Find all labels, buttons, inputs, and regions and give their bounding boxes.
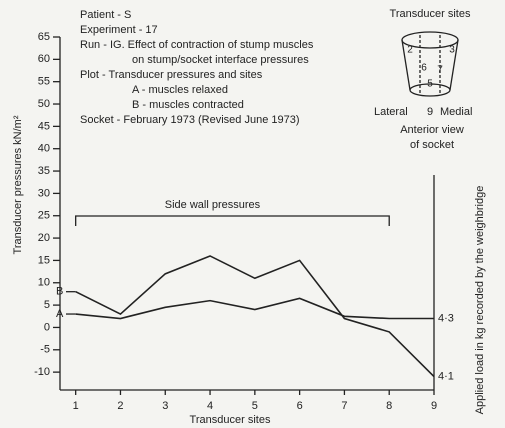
y-tick-label: 45 (38, 120, 50, 132)
series-label: A (56, 308, 64, 320)
y-tick-label: 55 (38, 76, 50, 88)
y-tick-label: 50 (38, 98, 50, 110)
y-tick-label: 60 (38, 53, 50, 65)
x-tick-label: 7 (341, 400, 347, 412)
x-tick-label: 9 (431, 400, 437, 412)
x-tick-label: 6 (297, 400, 303, 412)
y-tick-label: 35 (38, 165, 50, 177)
x-tick-label: 4 (207, 400, 213, 412)
y-tick-label: 15 (38, 254, 50, 266)
load-label: 4·1 (438, 371, 454, 383)
series-line (75, 255, 435, 378)
inset-caption: of socket (410, 139, 454, 151)
inset-title: Transducer sites (390, 8, 471, 20)
note: Run - IG. Effect of contraction of stump… (80, 39, 314, 51)
note: on stump/socket interface pressures (132, 54, 309, 66)
inset-digit: 9 (427, 106, 433, 118)
y-tick-label: 40 (38, 143, 50, 155)
x-tick-label: 8 (386, 400, 392, 412)
inset-digit: 7 (437, 65, 443, 76)
y-tick-label: 0 (44, 321, 50, 333)
note: Plot - Transducer pressures and sites (80, 69, 263, 81)
inset-digit: 5 (427, 79, 433, 90)
y-tick-label: 10 (38, 277, 50, 289)
y-tick-label: -10 (34, 366, 50, 378)
note: Socket - February 1973 (Revised June 197… (80, 114, 300, 126)
x-tick-label: 2 (117, 400, 123, 412)
x-tick-label: 5 (252, 400, 258, 412)
bracket (75, 215, 390, 226)
note: Experiment - 17 (80, 24, 158, 36)
x-axis-label: Transducer sites (190, 414, 271, 426)
y-tick-label: 5 (44, 299, 50, 311)
inset-digit: 3 (449, 45, 455, 56)
inset-digit: 6 (421, 63, 427, 74)
y-tick-label: 65 (38, 31, 50, 43)
y-tick-label: 20 (38, 232, 50, 244)
series-line (75, 297, 434, 320)
inset-digit: 2 (407, 45, 413, 56)
inset-drawing (401, 31, 459, 97)
x-tick-label: 1 (73, 400, 79, 412)
note: Patient - S (80, 9, 131, 21)
inset-medial: Medial (440, 106, 472, 118)
y-tick-label: -5 (40, 344, 50, 356)
note: A - muscles relaxed (132, 84, 228, 96)
x-tick-label: 3 (162, 400, 168, 412)
y-axis-label: Transducer pressures kN/m² (12, 115, 24, 254)
bracket-label: Side wall pressures (165, 199, 261, 211)
y2-axis-label: Applied load in kg recorded by the weigh… (474, 186, 486, 415)
series-label: B (56, 286, 63, 298)
note: B - muscles contracted (132, 99, 244, 111)
y-tick-label: 25 (38, 210, 50, 222)
inset-lateral: Lateral (374, 106, 408, 118)
load-label: 4·3 (438, 312, 454, 324)
y-tick-label: 30 (38, 187, 50, 199)
inset-caption: Anterior view (400, 124, 464, 136)
